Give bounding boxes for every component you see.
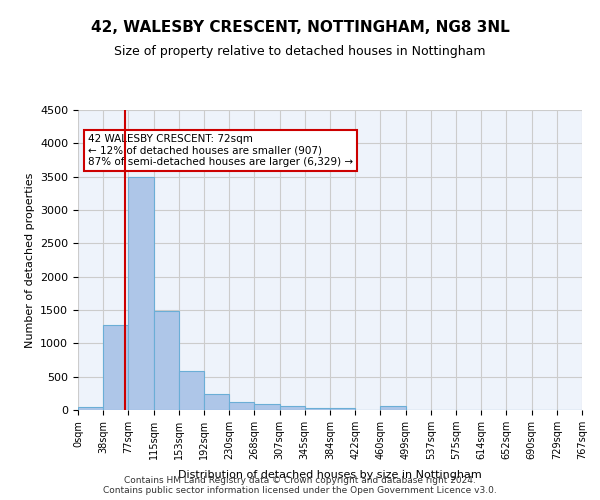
Bar xyxy=(305,408,330,410)
Bar xyxy=(330,408,355,410)
X-axis label: Distribution of detached houses by size in Nottingham: Distribution of detached houses by size … xyxy=(178,470,482,480)
Bar xyxy=(179,372,204,410)
Bar xyxy=(204,394,229,410)
Text: 42 WALESBY CRESCENT: 72sqm
← 12% of detached houses are smaller (907)
87% of sem: 42 WALESBY CRESCENT: 72sqm ← 12% of deta… xyxy=(88,134,353,167)
Bar xyxy=(254,404,280,410)
Bar xyxy=(154,312,179,410)
Y-axis label: Number of detached properties: Number of detached properties xyxy=(25,172,35,348)
Bar xyxy=(128,176,154,410)
Bar xyxy=(380,406,406,410)
Text: 42, WALESBY CRESCENT, NOTTINGHAM, NG8 3NL: 42, WALESBY CRESCENT, NOTTINGHAM, NG8 3N… xyxy=(91,20,509,35)
Text: Contains HM Land Registry data © Crown copyright and database right 2024.
Contai: Contains HM Land Registry data © Crown c… xyxy=(103,476,497,495)
Bar xyxy=(103,326,128,410)
Text: Size of property relative to detached houses in Nottingham: Size of property relative to detached ho… xyxy=(114,45,486,58)
Bar xyxy=(229,402,254,410)
Bar xyxy=(280,406,305,410)
Bar xyxy=(78,406,103,410)
